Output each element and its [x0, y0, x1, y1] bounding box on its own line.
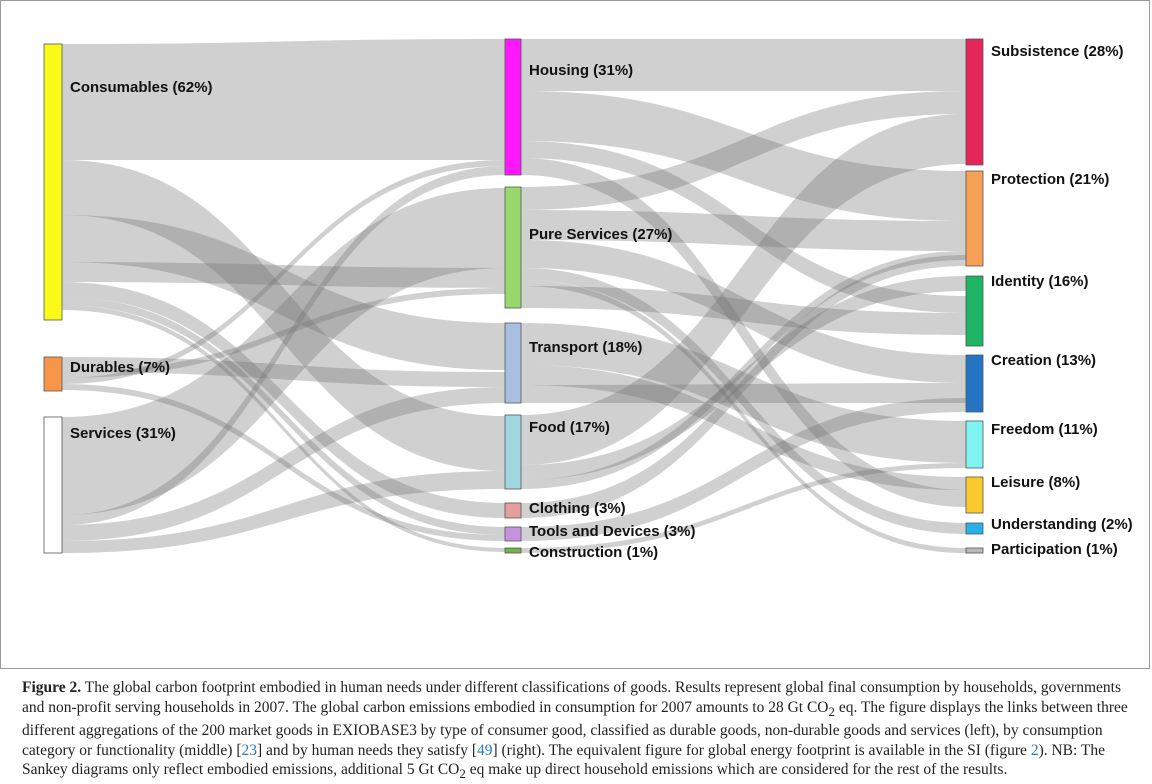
node-label-tools: Tools and Devices (3%) [529, 523, 695, 540]
sankey-links [62, 39, 966, 553]
link-housing-leisure [521, 158, 966, 507]
caption-subscript: 2 [828, 703, 835, 719]
node-services [43, 416, 63, 554]
node-label-participation: Participation (1%) [991, 541, 1118, 558]
link-transport-creation [521, 383, 966, 403]
node-label-identity: Identity (16%) [991, 273, 1089, 290]
link-durables-transport [62, 357, 505, 387]
node-tools [504, 526, 522, 542]
node-food [504, 414, 522, 490]
sankey-nodes [43, 38, 984, 554]
node-label-creation: Creation (13%) [991, 352, 1096, 369]
node-label-clothing: Clothing (3%) [529, 500, 626, 517]
node-label-housing: Housing (31%) [529, 62, 633, 79]
node-label-protection: Protection (21%) [991, 171, 1109, 188]
link-durables-tools [62, 384, 505, 541]
link-clothing-protection [521, 255, 966, 518]
node-label-construction: Construction (1%) [529, 544, 658, 561]
link-consumables-clothing [62, 282, 505, 518]
link-pure_services-identity [521, 286, 966, 335]
node-transport [504, 322, 522, 404]
link-pure_services-understanding [521, 268, 966, 534]
node-label-durables: Durables (7%) [70, 359, 170, 376]
link-transport-freedom [521, 323, 966, 463]
node-freedom [965, 420, 984, 469]
node-consumables [43, 43, 63, 321]
node-label-services: Services (31%) [70, 425, 176, 442]
node-label-freedom: Freedom (11%) [991, 421, 1098, 438]
link-pure_services-participation [521, 280, 966, 553]
node-understanding [965, 522, 984, 535]
link-consumables-food [62, 160, 505, 471]
citation-link[interactable]: 23 [241, 741, 258, 759]
link-consumables-pure_services [62, 262, 505, 288]
node-subsistence [965, 38, 984, 166]
link-consumables-transport [62, 215, 505, 370]
link-food-protection [521, 251, 966, 489]
node-clothing [504, 502, 522, 519]
node-creation [965, 354, 984, 413]
figure-caption: Figure 2. The global carbon footprint em… [22, 678, 1132, 784]
link-housing-identity [521, 141, 966, 313]
figure-link[interactable]: 2 [1030, 741, 1039, 759]
node-participation [965, 547, 984, 554]
link-pure_services-subsistence [521, 91, 966, 210]
link-tools-creation [521, 398, 966, 541]
node-label-understanding: Understanding (2%) [991, 516, 1133, 533]
node-label-pure-services: Pure Services (27%) [529, 226, 672, 243]
node-identity [965, 275, 984, 347]
node-label-subsistence: Subsistence (28%) [991, 43, 1124, 60]
link-housing-subsistence [521, 39, 966, 91]
sankey-diagram: Consumables (62%) Durables (7%) Services (… [43, 38, 1133, 561]
link-services-transport [62, 387, 505, 541]
node-label-food: Food (17%) [529, 419, 610, 436]
link-consumables-tools [62, 297, 505, 535]
link-consumables-housing [62, 39, 505, 160]
figure-frame [0, 0, 1150, 669]
node-protection [965, 170, 984, 267]
link-services-housing [62, 166, 505, 525]
caption-text: The global carbon footprint embodied in … [22, 679, 1121, 716]
link-transport-leisure [521, 365, 966, 490]
link-housing-protection [521, 91, 966, 221]
node-label-leisure: Leisure (8%) [991, 474, 1080, 491]
node-durables [43, 356, 63, 392]
link-food-subsistence [521, 114, 966, 465]
link-services-food [62, 471, 505, 553]
caption-text: eq make up direct household emissions wh… [465, 761, 1008, 779]
node-leisure [965, 476, 984, 514]
link-durables-housing [62, 160, 505, 384]
node-housing [504, 38, 522, 176]
sankey-labels: Consumables (62%) Durables (7%) Services (… [70, 43, 1133, 561]
link-durables-pure_services [62, 288, 505, 378]
node-label-transport: Transport (18%) [529, 339, 642, 356]
link-food-identity [521, 276, 966, 480]
link-services-pure_services [62, 188, 505, 515]
link-construction-freedom [521, 463, 966, 553]
link-pure_services-creation [521, 240, 966, 383]
caption-text: eq. The figure displays the links betwee… [22, 698, 1128, 759]
node-pure-services [504, 186, 522, 309]
node-construction [504, 547, 522, 554]
citation-link[interactable]: 49 [476, 741, 493, 759]
caption-text: ] and by human needs they satisfy [ [257, 741, 477, 759]
caption-text: ] (right). The equivalent figure for glo… [492, 741, 1031, 759]
node-label-consumables: Consumables (62%) [70, 79, 213, 96]
figure-label: Figure 2. [22, 679, 82, 696]
link-consumables-construction [62, 305, 505, 552]
link-pure_services-protection [521, 210, 966, 251]
